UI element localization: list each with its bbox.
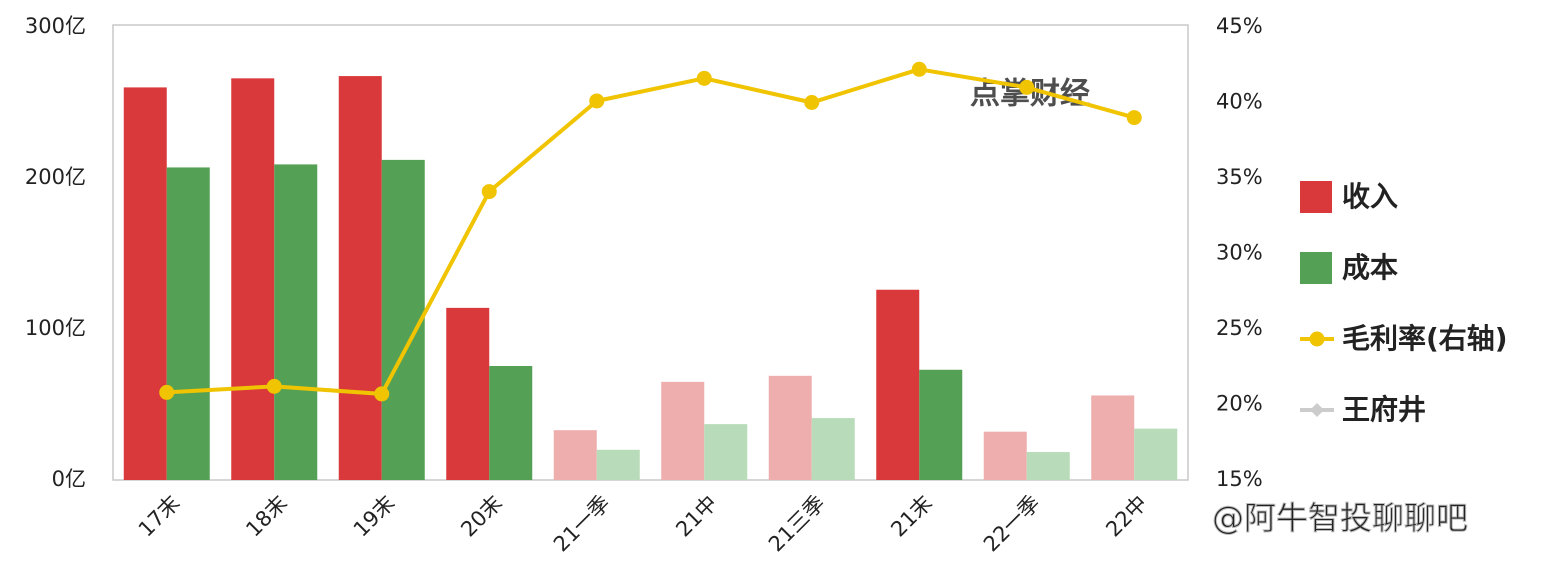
legend-marker [1310, 403, 1324, 417]
y2-tick-label: 20% [1216, 392, 1263, 416]
x-tick-label: 21中 [671, 491, 722, 542]
watermark: @阿牛智投聊聊吧 [1212, 499, 1468, 537]
legend-label: 毛利率(右轴) [1342, 322, 1508, 355]
x-tick-label: 17末 [134, 491, 185, 542]
legend-swatch [1300, 181, 1332, 213]
bar [123, 87, 167, 481]
x-tick-label: 22一季 [979, 491, 1045, 557]
y2-tick-label: 45% [1216, 14, 1263, 38]
bar [381, 159, 425, 480]
x-tick-label: 19末 [349, 491, 400, 542]
legend-swatch [1300, 252, 1332, 284]
x-tick-label: 21末 [886, 491, 937, 542]
legend-label: 成本 [1342, 251, 1398, 284]
line-marker [1126, 110, 1142, 126]
x-tick-label: 21一季 [549, 491, 615, 557]
legend-label: 收入 [1342, 180, 1398, 213]
bar [983, 431, 1027, 480]
bar [489, 365, 533, 480]
y-tick-label: 100亿 [25, 316, 86, 340]
line-marker [1019, 79, 1035, 95]
y2-tick-label: 25% [1216, 316, 1263, 340]
legend-marker [1309, 331, 1325, 347]
line-marker [481, 184, 497, 200]
y2-tick-label: 40% [1216, 90, 1263, 114]
y-tick-label: 0亿 [52, 467, 86, 491]
plot-border [112, 24, 1189, 481]
bar [1026, 452, 1070, 480]
line-marker [266, 378, 282, 394]
line-marker [696, 70, 712, 86]
bar [1134, 428, 1178, 480]
line-marker [589, 93, 605, 109]
line-marker [159, 384, 175, 400]
y-tick-label: 200亿 [25, 165, 86, 189]
line-marker [804, 95, 820, 110]
bar [274, 164, 318, 480]
bar [231, 78, 275, 480]
line [166, 67, 1135, 397]
bar [166, 167, 210, 480]
bar [1091, 395, 1135, 480]
bar [876, 289, 920, 480]
bar [704, 424, 748, 480]
line-marker [374, 386, 390, 402]
bar [596, 449, 640, 480]
line-marker [911, 61, 927, 77]
bar [446, 307, 490, 480]
legend-label: 王府井 [1342, 393, 1426, 426]
y-tick-label: 300亿 [25, 14, 86, 38]
bar [338, 76, 382, 480]
y2-tick-label: 35% [1216, 165, 1263, 189]
y2-tick-label: 15% [1216, 467, 1263, 491]
bar [811, 418, 855, 480]
bar [768, 375, 812, 480]
x-tick-label: 22中 [1101, 491, 1152, 542]
bar [553, 430, 597, 480]
bar [661, 381, 705, 480]
x-tick-label: 20末 [456, 491, 507, 542]
y2-tick-label: 30% [1216, 241, 1263, 265]
bar [919, 369, 963, 480]
x-tick-label: 21三季 [764, 491, 830, 557]
x-tick-label: 18末 [241, 491, 292, 542]
